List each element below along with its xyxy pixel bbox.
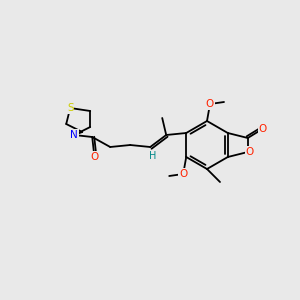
Text: S: S — [67, 103, 74, 113]
Text: H: H — [148, 151, 156, 161]
Text: O: O — [246, 147, 254, 157]
Text: O: O — [90, 152, 98, 162]
Text: O: O — [259, 124, 267, 134]
Text: O: O — [179, 169, 187, 179]
Text: N: N — [70, 130, 78, 140]
Text: O: O — [206, 99, 214, 109]
